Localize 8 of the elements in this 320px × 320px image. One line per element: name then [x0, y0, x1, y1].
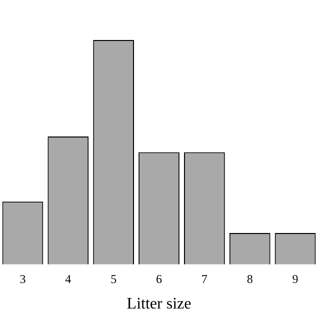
x-tick-label: 8 — [246, 272, 253, 286]
x-tick-label: 4 — [65, 272, 72, 286]
x-axis-title: Litter size — [126, 296, 192, 313]
x-tick-label: 6 — [156, 272, 162, 286]
x-tick-label: 5 — [110, 272, 117, 286]
x-tick-label: 3 — [20, 272, 26, 286]
x-tick-label: 7 — [201, 272, 208, 286]
x-tick-label: 9 — [292, 272, 298, 286]
